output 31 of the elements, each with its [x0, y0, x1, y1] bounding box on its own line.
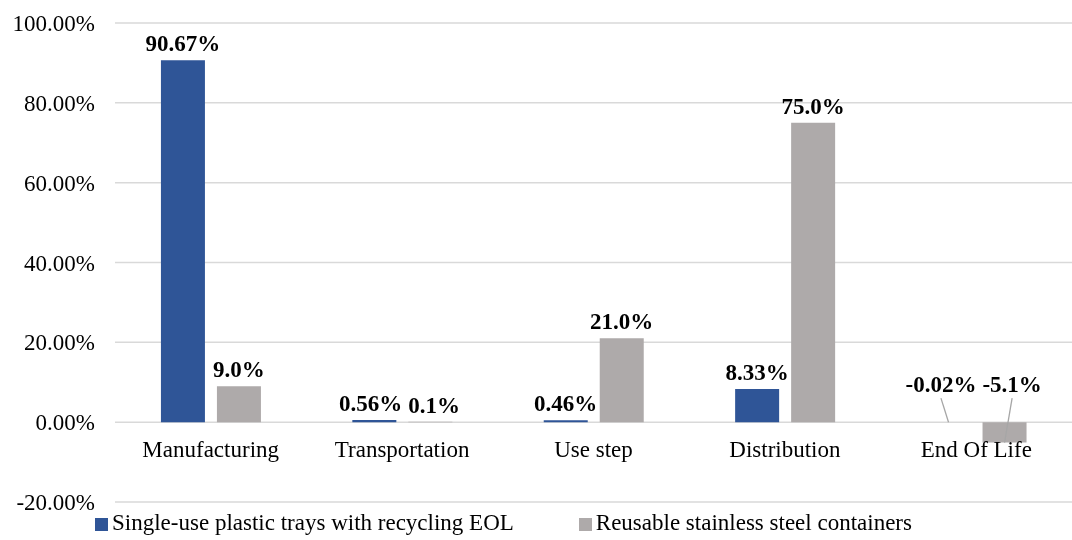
bar [160, 60, 205, 423]
data-label: 8.33% [725, 359, 789, 385]
x-tick-label: Manufacturing [142, 437, 280, 463]
data-label: -0.02% [905, 372, 977, 398]
bar [352, 419, 397, 423]
y-tick-label: 20.00% [24, 330, 95, 356]
y-tick-label: 80.00% [24, 91, 95, 116]
data-label: 0.46% [534, 391, 598, 417]
data-label: 90.67% [145, 31, 221, 57]
data-label: 75.0% [781, 93, 845, 119]
bar [982, 422, 1027, 443]
legend-label: Reusable stainless steel containers [595, 510, 912, 535]
data-label: 21.0% [590, 309, 654, 335]
y-tick-label: 0.00% [35, 410, 95, 436]
bar [791, 122, 836, 423]
data-label: 9.0% [213, 357, 265, 383]
y-tick-label: 40.00% [24, 250, 95, 276]
x-tick-label: Transportation [334, 437, 470, 463]
x-tick-label: Use step [554, 437, 633, 463]
x-tick-label: End Of Life [920, 437, 1032, 463]
x-tick-label: Distribution [729, 437, 841, 463]
data-label: -5.1% [982, 372, 1042, 398]
bar [216, 386, 261, 423]
bar [735, 388, 780, 423]
legend-label: Single-use plastic trays with recycling EOL [112, 510, 514, 535]
data-label: 0.56% [338, 390, 403, 416]
bar [599, 338, 644, 423]
y-tick-label: 100.00% [12, 11, 95, 37]
data-label: 0.1% [408, 392, 460, 418]
y-tick-label: 60.00% [24, 170, 95, 196]
y-tick-label: -20.00% [16, 490, 95, 516]
